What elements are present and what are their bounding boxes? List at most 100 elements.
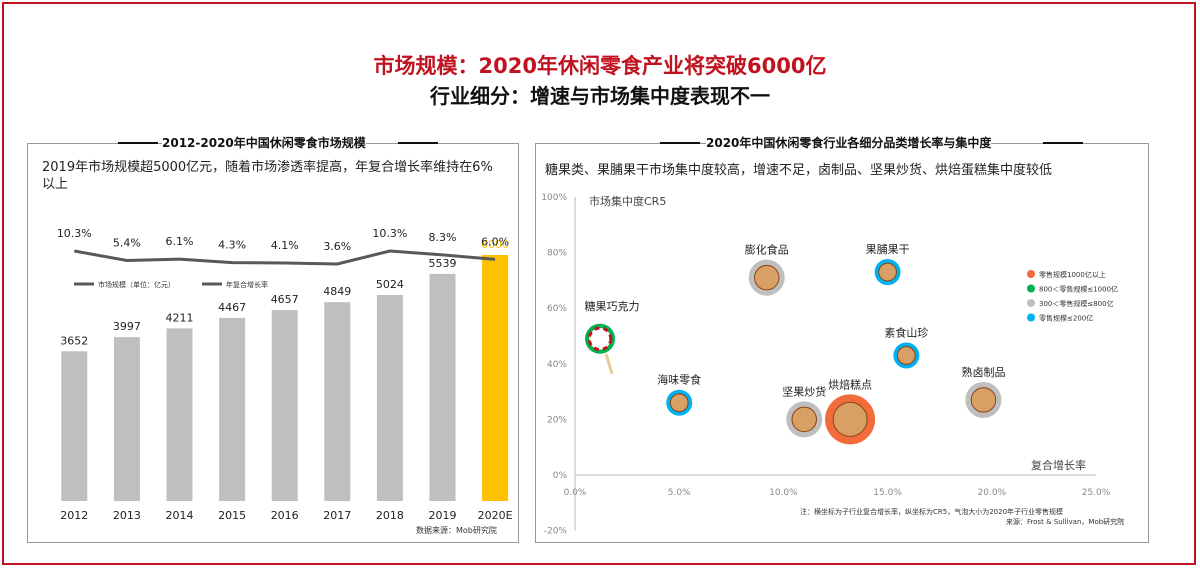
segment-chart-title: 2020年中国休闲零食行业各细分品类增长率与集中度	[706, 134, 992, 151]
x-tick-label: 2014	[166, 509, 194, 522]
bubble-cake-icon: 烘焙糕点	[825, 377, 876, 445]
bar-value-label: 4657	[271, 293, 299, 306]
bubble-label: 糖果巧克力	[585, 299, 640, 313]
legend-label: 零售规模1000亿以上	[1039, 270, 1106, 279]
bubble-puffed-snack-icon: 膨化食品	[745, 243, 789, 296]
bubble-braised-meat-icon: 熟卤制品	[961, 365, 1005, 418]
segment-bubble-chart: -20% 0% 20% 40% 60% 80% 100% 0.0% 5.0% 10.0% 15.0%…	[541, 193, 1118, 537]
bar-value-label: 4849	[323, 285, 351, 298]
x-axis-title: 复合增长率	[1031, 458, 1086, 472]
bubble-label: 素食山珍	[884, 325, 928, 339]
x-tick-label: 2018	[376, 509, 404, 522]
page-subtitle: 行业细分：增速与市场集中度表现不一	[430, 84, 770, 108]
legend-label: 市场规模（单位：亿元）	[98, 280, 175, 289]
y-axis-title: 市场集中度CR5	[589, 194, 666, 208]
y-tick-label: 80%	[547, 249, 567, 259]
bubble-label: 果脯果干	[866, 243, 910, 256]
bubble-label: 膨化食品	[745, 243, 789, 257]
puffed-snack-icon	[753, 264, 780, 291]
bubble-dried-fruit-icon: 果脯果干	[866, 243, 910, 286]
cake-icon	[832, 401, 868, 437]
data-source-label: 数据来源：Mob研究院	[416, 526, 497, 535]
panel-title-rule-left	[118, 142, 158, 144]
x-tick-label: 2020E	[478, 509, 513, 522]
rate-label: 5.4%	[113, 237, 141, 250]
bubble-nuts-icon: 坚果炒货	[782, 384, 826, 438]
legend-dot	[1027, 299, 1035, 307]
x-tick-label: 2012	[60, 509, 88, 522]
y-tick-label: 20%	[547, 415, 567, 425]
segment-description: 糖果类、果脯果干市场集中度较高，增速不足，卤制品、坚果炒货、烘焙蛋糕集中度较低	[545, 163, 1053, 178]
panel-title-rule-right-2	[1043, 142, 1083, 144]
rate-label: 10.3%	[372, 227, 407, 240]
bar-value-label: 4211	[166, 311, 194, 324]
rate-label: 4.1%	[271, 239, 299, 252]
bar-value-label: 3997	[113, 320, 141, 333]
chart-note: 注：横坐标为子行业复合增长率，纵坐标为CR5，气泡大小为2020年子行业零售规模	[800, 508, 1064, 516]
bubble-mushroom-snack-icon: 素食山珍	[884, 325, 928, 369]
y-tick-label: 40%	[547, 360, 567, 370]
page-title: 市场规模：2020年休闲零食产业将突破6000亿	[373, 54, 827, 78]
x-tick-label: 2019	[429, 509, 457, 522]
y-tick-label: 60%	[547, 304, 567, 314]
x-tick-label: 20.0%	[978, 488, 1007, 498]
y-tick-label: 100%	[541, 193, 567, 203]
bubble-label: 海味零食	[657, 373, 701, 387]
bar-2015	[219, 317, 246, 501]
bubble-label: 熟卤制品	[961, 365, 1005, 379]
x-tick-label: 0.0%	[564, 488, 587, 498]
chart-source: 来源：Frost & Sullivan，Mob研究院	[1006, 518, 1125, 526]
x-tick-label: 25.0%	[1082, 488, 1111, 498]
growth-rate-line	[74, 249, 496, 266]
rate-label: 4.3%	[218, 239, 246, 252]
market-size-description: 2019年市场规模超5000亿元，随着市场渗透率提高，年复合增长率维持在6%以上	[42, 160, 493, 192]
rate-label: 10.3%	[57, 227, 92, 240]
rate-label: 6.1%	[166, 235, 194, 248]
legend-label: 800＜零售规模≤1000亿	[1039, 285, 1118, 294]
y-tick-label: -20%	[544, 527, 568, 537]
lollipop-stick	[604, 353, 614, 375]
seafood-snack-icon	[669, 393, 689, 413]
bubble-lollipop-icon: 糖果巧克力	[585, 299, 640, 375]
legend-dot	[1027, 284, 1035, 293]
bar-value-label: 5024	[376, 278, 404, 291]
bubble-seafood-snack-icon: 海味零食	[657, 373, 701, 416]
rate-label: 6.0%	[481, 235, 509, 248]
x-tick-label: 2016	[271, 509, 299, 522]
braised-meat-icon	[970, 387, 997, 413]
rate-label: 8.3%	[429, 231, 457, 244]
panel-title-rule-right	[398, 142, 438, 144]
lollipop-swirl	[587, 326, 613, 352]
x-tick-label: 5.0%	[668, 488, 691, 498]
bubble-label: 坚果炒货	[782, 384, 826, 398]
x-tick-label: 2013	[113, 509, 141, 522]
x-tick-label: 10.0%	[769, 488, 798, 498]
nuts-icon	[791, 406, 817, 433]
bar-value-label: 4467	[218, 301, 246, 314]
market-size-chart: 3652 2012 3997 2013 4211 2014 4467 2015 4657 2016…	[57, 227, 513, 522]
bar-2013	[113, 337, 140, 501]
bar-2020E	[482, 255, 509, 501]
y-tick-label: 0%	[553, 471, 568, 481]
bubble-label: 烘焙糕点	[828, 377, 872, 391]
mushroom-snack-icon	[897, 346, 916, 365]
rate-label: 3.6%	[323, 240, 351, 253]
x-tick-label: 15.0%	[873, 488, 902, 498]
legend-dot	[1027, 270, 1035, 278]
legend-label: 300＜零售规模≤800亿	[1039, 299, 1114, 308]
bar-value-label: 5539	[429, 257, 457, 270]
bar-2012	[61, 351, 88, 501]
bar-value-label: 6000	[481, 238, 509, 251]
dried-fruit-icon	[878, 262, 897, 282]
x-tick-label: 2015	[218, 509, 246, 522]
bar-2019	[429, 273, 456, 501]
legend-dot	[1027, 313, 1035, 322]
panel-title-rule-left-2	[660, 142, 700, 144]
bar-2014	[166, 328, 193, 501]
bar-2016	[271, 310, 298, 501]
legend-label: 年复合增长率	[226, 280, 268, 289]
bar-2017	[324, 302, 351, 501]
x-tick-label: 2017	[323, 509, 351, 522]
bar-2018	[376, 295, 403, 501]
